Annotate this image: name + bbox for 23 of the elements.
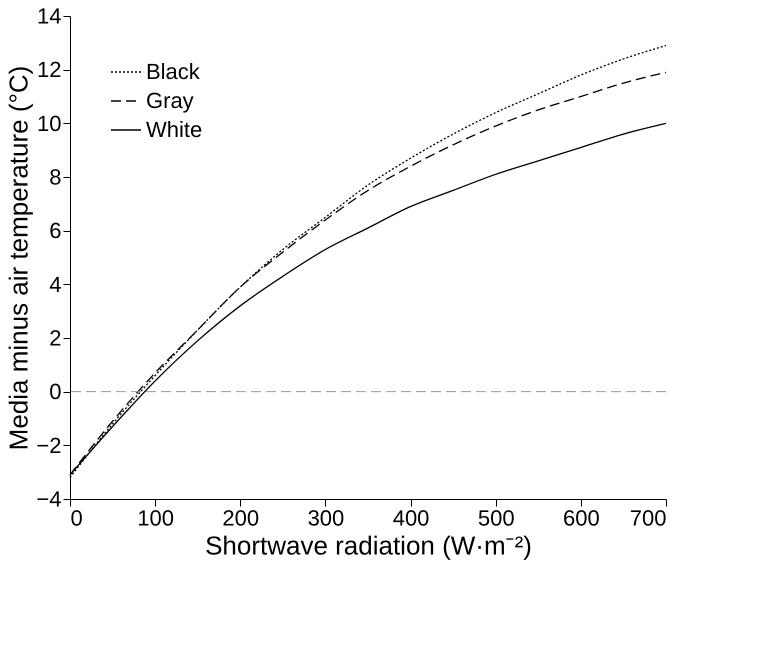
y-tick-label: 8 bbox=[49, 164, 62, 190]
y-tick-label: −4 bbox=[36, 486, 62, 512]
x-axis-title: Shortwave radiation (W·m⁻²) bbox=[205, 530, 532, 560]
y-tick-label: 4 bbox=[49, 272, 62, 297]
legend-label: White bbox=[146, 117, 202, 142]
x-tick-label: 500 bbox=[478, 506, 515, 530]
y-tick-label: 14 bbox=[37, 4, 62, 28]
x-tick-label: 700 bbox=[630, 506, 666, 530]
x-tick-label: 200 bbox=[222, 506, 260, 530]
y-tick-label: −2 bbox=[36, 432, 62, 458]
x-tick-label: 300 bbox=[308, 506, 344, 530]
y-tick-label: 12 bbox=[37, 57, 62, 82]
y-axis-title: Media minus air temperature (°C) bbox=[3, 66, 34, 450]
y-tick-label: 2 bbox=[49, 326, 62, 350]
x-tick-label: 600 bbox=[563, 506, 600, 530]
y-tick-label: 0 bbox=[49, 379, 62, 404]
x-tick-label: 100 bbox=[137, 506, 174, 530]
x-tick-label: 0 bbox=[70, 506, 83, 530]
y-tick-label: 10 bbox=[37, 110, 62, 136]
x-tick-label: 400 bbox=[392, 506, 430, 530]
legend-label: Gray bbox=[146, 88, 194, 113]
legend-label: Black bbox=[146, 59, 201, 84]
y-tick-label: 6 bbox=[49, 218, 62, 244]
